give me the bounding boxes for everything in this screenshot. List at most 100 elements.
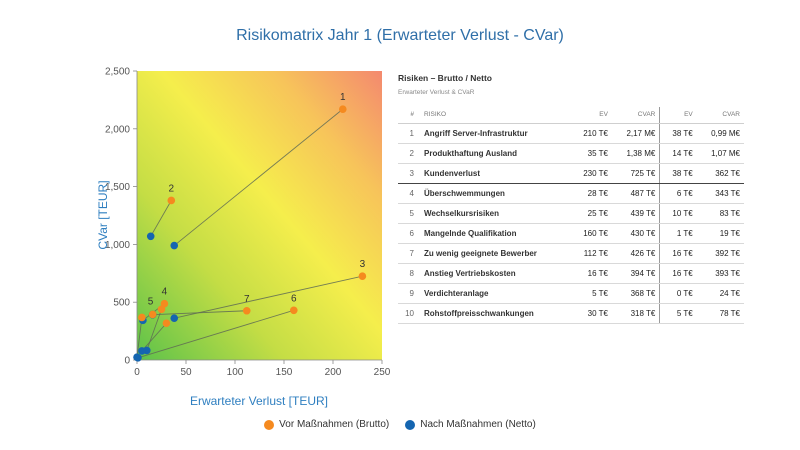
- connector-line: [152, 310, 247, 316]
- row-number: 3: [398, 163, 420, 184]
- connector-line: [137, 309, 294, 359]
- risk-table: # RISIKO EV CVAR EV CVAR 1 Angriff Server…: [398, 107, 744, 324]
- cvar-netto: 83 T€: [696, 203, 744, 224]
- ev-netto: 38 T€: [659, 163, 697, 184]
- cvar-netto: 0,99 M€: [696, 123, 744, 144]
- brutto-point: [148, 310, 157, 319]
- cvar-netto: 362 T€: [696, 163, 744, 184]
- panel-title: Risiken – Brutto / Netto: [398, 73, 492, 83]
- cvar-netto: 78 T€: [696, 303, 744, 324]
- ev-netto: 1 T€: [659, 223, 697, 244]
- ev-brutto: 5 T€: [570, 283, 612, 304]
- ev-netto: 5 T€: [659, 303, 697, 324]
- table-row: 10 Rohstoffpreisschwankungen 30 T€ 318 T€ 5 …: [398, 303, 744, 324]
- risk-name: Angriff Server-Infrastruktur: [420, 123, 570, 144]
- legend-label-brutto: Vor Maßnahmen (Brutto): [279, 419, 390, 430]
- netto-point: [133, 353, 141, 362]
- risk-matrix-chart: 0 50 100 150 200 25005001,0001,5002,0002,500 …: [96, 67, 391, 409]
- point-label: 5: [148, 296, 154, 307]
- header-cvar-brutto: CVAR: [611, 107, 661, 124]
- cvar-brutto: 725 T€: [611, 163, 661, 184]
- x-tick-label: 150: [276, 367, 293, 378]
- table-row: 4 Überschwemmungen 28 T€ 487 T€ 6 T€ 343 T€: [398, 183, 744, 204]
- brutto-point: [162, 319, 171, 328]
- ev-netto: 14 T€: [659, 143, 697, 164]
- cvar-netto: 1,07 M€: [696, 143, 744, 164]
- cvar-brutto: 426 T€: [611, 243, 661, 264]
- ev-brutto: 28 T€: [570, 183, 612, 204]
- row-number: 9: [398, 283, 420, 304]
- ev-netto: 16 T€: [659, 263, 697, 284]
- y-tick-label: 2,500: [105, 67, 130, 78]
- brutto-marker-icon: [264, 419, 275, 430]
- legend-item-netto[interactable]: Nach Maßnahmen (Netto): [405, 419, 536, 430]
- ev-brutto: 35 T€: [570, 143, 612, 164]
- netto-point: [146, 232, 155, 241]
- netto-marker-icon: [405, 419, 416, 430]
- panel-subtitle: Erwarteter Verlust & CVaR: [398, 89, 475, 96]
- cvar-brutto: 430 T€: [611, 223, 661, 244]
- row-number: 2: [398, 143, 420, 164]
- ev-brutto: 16 T€: [570, 263, 612, 284]
- ev-brutto: 210 T€: [570, 123, 612, 144]
- ev-brutto: 30 T€: [570, 303, 612, 324]
- legend-item-brutto[interactable]: Vor Maßnahmen (Brutto): [264, 419, 389, 430]
- table-row: 3 Kundenverlust 230 T€ 725 T€ 38 T€ 362 T€: [398, 163, 744, 184]
- cvar-netto: 392 T€: [696, 243, 744, 264]
- header-risk: RISIKO: [420, 107, 570, 124]
- table-row: 2 Produkthaftung Ausland 35 T€ 1,38 M€ 14 T€…: [398, 143, 744, 164]
- cvar-brutto: 487 T€: [611, 183, 661, 204]
- cvar-netto: 343 T€: [696, 183, 744, 204]
- brutto-point: [138, 313, 146, 322]
- point-label: 4: [162, 287, 168, 298]
- netto-point: [170, 314, 179, 322]
- table-row: 6 Mangelnde Qualifikation 160 T€ 430 T€ 1 T€…: [398, 223, 744, 244]
- x-tick-label: 0: [134, 367, 140, 378]
- risk-name: Zu wenig geeignete Bewerber: [420, 243, 570, 264]
- table-row: 7 Zu wenig geeignete Bewerber 112 T€ 426 T€…: [398, 243, 744, 264]
- legend-label-netto: Nach Maßnahmen (Netto): [420, 419, 536, 430]
- ev-brutto: 112 T€: [570, 243, 612, 264]
- y-tick-label: 0: [124, 356, 130, 367]
- cvar-brutto: 368 T€: [611, 283, 661, 304]
- risk-name: Rohstoffpreisschwankungen: [420, 303, 570, 324]
- point-label: 1: [340, 92, 346, 103]
- chart-legend: Vor Maßnahmen (Brutto) Nach Maßnahmen (N…: [0, 419, 800, 430]
- ev-netto: 6 T€: [659, 183, 697, 204]
- point-label: 2: [169, 183, 175, 194]
- table-row: 8 Anstieg Vertriebskosten 16 T€ 394 T€ 16 T€…: [398, 263, 744, 284]
- row-number: 4: [398, 183, 420, 204]
- x-axis-label: Erwarteter Verlust [TEUR]: [190, 394, 328, 408]
- x-tick-label: 200: [325, 367, 342, 378]
- brutto-point: [167, 196, 176, 205]
- header-cvar-netto: CVAR: [696, 107, 744, 124]
- table-row: 5 Wechselkursrisiken 25 T€ 439 T€ 10 T€ 83 T€: [398, 203, 744, 224]
- ev-netto: 0 T€: [659, 283, 697, 304]
- risk-name: Überschwemmungen: [420, 183, 570, 204]
- connector-line: [136, 317, 143, 358]
- ev-brutto: 230 T€: [570, 163, 612, 184]
- row-number: 5: [398, 203, 420, 224]
- brutto-point: [242, 306, 251, 315]
- row-number: 7: [398, 243, 420, 264]
- risk-name: Verdichteranlage: [420, 283, 570, 304]
- brutto-point: [339, 105, 347, 113]
- connector-line: [146, 309, 162, 351]
- risk-name: Mangelnde Qualifikation: [420, 223, 570, 244]
- x-tick-label: 100: [227, 367, 244, 378]
- risk-name: Kundenverlust: [420, 163, 570, 184]
- cvar-netto: 19 T€: [696, 223, 744, 244]
- table-row: 1 Angriff Server-Infrastruktur 210 T€ 2,17 …: [398, 123, 744, 144]
- ev-netto: 38 T€: [659, 123, 697, 144]
- table-header-row: # RISIKO EV CVAR EV CVAR: [398, 107, 744, 124]
- brutto-point: [358, 272, 367, 280]
- cvar-netto: 393 T€: [696, 263, 744, 284]
- risk-name: Anstieg Vertriebskosten: [420, 263, 570, 284]
- point-label: 6: [291, 293, 297, 304]
- brutto-point: [157, 305, 166, 314]
- row-number: 1: [398, 123, 420, 144]
- connector-line: [174, 275, 363, 319]
- cvar-brutto: 318 T€: [611, 303, 661, 324]
- risk-name: Wechselkursrisiken: [420, 203, 570, 224]
- y-tick-label: 2,000: [105, 124, 130, 135]
